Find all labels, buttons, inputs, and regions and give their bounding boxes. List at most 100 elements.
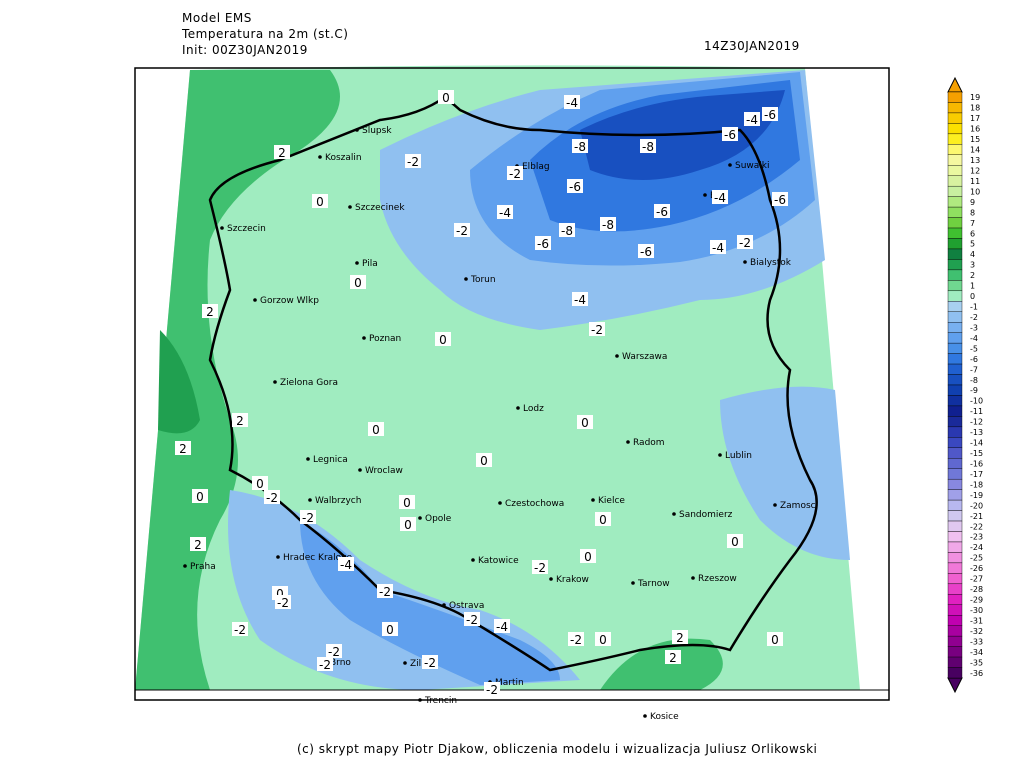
colorbar-label: -19 xyxy=(970,491,983,500)
contour-label: -4 xyxy=(746,113,758,127)
contour-label-box xyxy=(274,145,290,159)
colorbar-label: -8 xyxy=(970,376,978,385)
contour-label-box xyxy=(567,179,583,193)
contour-label-box xyxy=(600,217,616,231)
contour-label-box xyxy=(532,560,548,574)
contour-label-box xyxy=(767,632,783,646)
colorbar-label: -2 xyxy=(970,313,978,322)
contour-label-box xyxy=(454,223,470,237)
city-dot xyxy=(516,406,520,410)
city-dot xyxy=(355,261,359,265)
contour-label: -2 xyxy=(591,323,603,337)
colorbar-swatch xyxy=(947,144,963,155)
colorbar-label: -3 xyxy=(970,323,978,332)
city-dot xyxy=(276,555,280,559)
contour-label: -2 xyxy=(570,633,582,647)
colorbar-swatch xyxy=(947,646,963,658)
contour-label: 0 xyxy=(581,416,589,430)
contour-label: 0 xyxy=(316,195,324,209)
city-label: Opole xyxy=(425,514,452,524)
contour-label-box xyxy=(438,90,454,104)
colorbar-swatch xyxy=(947,374,963,386)
colorbar-swatch xyxy=(947,102,963,114)
contour-label: -2 xyxy=(328,645,340,659)
city-dot xyxy=(591,498,595,502)
colorbar-swatch xyxy=(947,269,963,281)
contour-label-box xyxy=(382,622,398,636)
city-dot xyxy=(728,163,732,167)
contour-label: 0 xyxy=(480,454,488,468)
city-label: Rzeszow xyxy=(698,574,737,584)
colorbar-swatch xyxy=(947,175,963,187)
city-dot xyxy=(743,260,747,264)
colorbar-label: -25 xyxy=(970,554,983,563)
city-label: Hradec Kralove xyxy=(283,553,352,563)
contour-label-box xyxy=(572,292,588,306)
contour-label: 2 xyxy=(676,631,684,645)
colorbar-label: 7 xyxy=(970,219,975,228)
colorbar-label: 6 xyxy=(970,229,975,238)
contour-label-box xyxy=(312,194,328,208)
city-label: Legnica xyxy=(313,455,348,465)
city-label: Warszawa xyxy=(622,352,667,362)
contour-label-box xyxy=(640,139,656,153)
contour-label-box xyxy=(399,495,415,509)
contour-label-box xyxy=(577,415,593,429)
colorbar-swatch xyxy=(947,165,963,176)
contour-label-box xyxy=(275,595,291,609)
colorbar-label: -17 xyxy=(970,470,983,479)
contour-label: -2 xyxy=(534,561,546,575)
colorbar-label: -26 xyxy=(970,564,983,573)
colorbar-label: -22 xyxy=(970,522,983,531)
colorbar-label: -36 xyxy=(970,669,983,678)
contour-label: 0 xyxy=(372,423,380,437)
colorbar-label: -21 xyxy=(970,512,983,521)
city-dot xyxy=(318,155,322,159)
contour-label: 2 xyxy=(179,442,187,456)
contour-label: 2 xyxy=(669,651,677,665)
colorbar-label: -30 xyxy=(970,606,983,615)
contour-label-box xyxy=(564,95,580,109)
colorbar-label: 13 xyxy=(970,156,980,165)
city-dot xyxy=(362,336,366,340)
colorbar-label: -9 xyxy=(970,386,978,395)
contour-label: -8 xyxy=(642,140,654,154)
colorbar-swatch xyxy=(947,562,963,574)
colorbar-swatch xyxy=(947,458,963,469)
contour-label-box xyxy=(722,127,738,141)
colorbar-label: 1 xyxy=(970,282,975,291)
colorbar-label: 17 xyxy=(970,114,980,123)
colorbar-label: -34 xyxy=(970,648,983,657)
city-dot xyxy=(464,277,468,281)
colorbar-label: -13 xyxy=(970,428,983,437)
contour-label: -2 xyxy=(424,656,436,670)
colorbar-label: -20 xyxy=(970,501,983,510)
contour-label: 0 xyxy=(386,623,394,637)
city-dot xyxy=(418,516,422,520)
contour-label-box xyxy=(435,332,451,346)
city-label: Zamosc xyxy=(780,501,816,511)
colorbar-label: -5 xyxy=(970,344,978,353)
city-dot xyxy=(253,298,257,302)
contour-label-box xyxy=(595,632,611,646)
city-dot xyxy=(703,193,707,197)
contour-label-box xyxy=(744,112,760,126)
contour-label: -6 xyxy=(656,205,668,219)
contour-label-box xyxy=(665,650,681,664)
contour-label: -4 xyxy=(712,241,724,255)
colorbar-swatch xyxy=(947,447,963,459)
contour-label-box xyxy=(252,476,268,490)
city-label: Trencin xyxy=(424,696,457,706)
contour-label-box xyxy=(422,655,438,669)
colorbar-swatch xyxy=(947,332,963,344)
colorbar-swatch xyxy=(947,238,963,250)
colorbar-swatch xyxy=(947,615,963,626)
contour-label: -8 xyxy=(602,218,614,232)
city-label: Radom xyxy=(633,438,665,448)
contour-label: 0 xyxy=(584,550,592,564)
colorbar-label: -29 xyxy=(970,596,983,605)
city-label: Suwalki xyxy=(735,161,770,171)
contour-label: -6 xyxy=(569,180,581,194)
colorbar-label: 11 xyxy=(970,177,980,186)
contour-label: 0 xyxy=(196,490,204,504)
